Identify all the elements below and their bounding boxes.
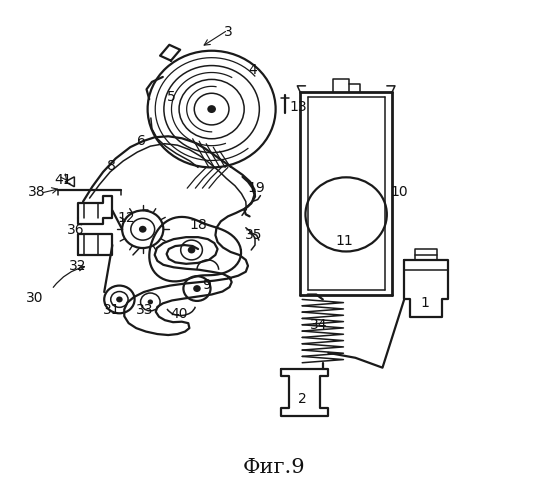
Text: 9: 9: [202, 278, 210, 291]
Text: 6: 6: [136, 134, 146, 148]
Text: 12: 12: [118, 211, 135, 225]
Text: 33: 33: [136, 304, 153, 318]
Text: 40: 40: [170, 308, 188, 322]
Text: 31: 31: [102, 304, 120, 318]
Text: 36: 36: [67, 223, 85, 237]
Circle shape: [188, 246, 195, 254]
Text: 30: 30: [26, 292, 43, 306]
Text: 10: 10: [390, 184, 408, 198]
Text: 8: 8: [107, 159, 116, 173]
Text: 4: 4: [248, 62, 256, 76]
Circle shape: [193, 285, 201, 292]
Text: 13: 13: [289, 100, 307, 114]
Text: 32: 32: [69, 259, 87, 273]
Text: 18: 18: [189, 218, 207, 232]
Text: 41: 41: [55, 173, 72, 187]
Text: 35: 35: [244, 228, 262, 242]
Text: 1: 1: [420, 296, 429, 310]
Circle shape: [139, 226, 146, 232]
Text: 34: 34: [310, 318, 327, 332]
Text: 5: 5: [167, 90, 175, 104]
Text: 2: 2: [298, 392, 307, 406]
Circle shape: [207, 105, 216, 113]
Text: Фиг.9: Фиг.9: [243, 458, 305, 477]
Text: 11: 11: [335, 234, 353, 248]
Circle shape: [116, 296, 123, 302]
Circle shape: [147, 300, 153, 304]
Text: 19: 19: [248, 181, 266, 195]
Text: 38: 38: [28, 184, 46, 198]
Text: 3: 3: [224, 26, 232, 40]
